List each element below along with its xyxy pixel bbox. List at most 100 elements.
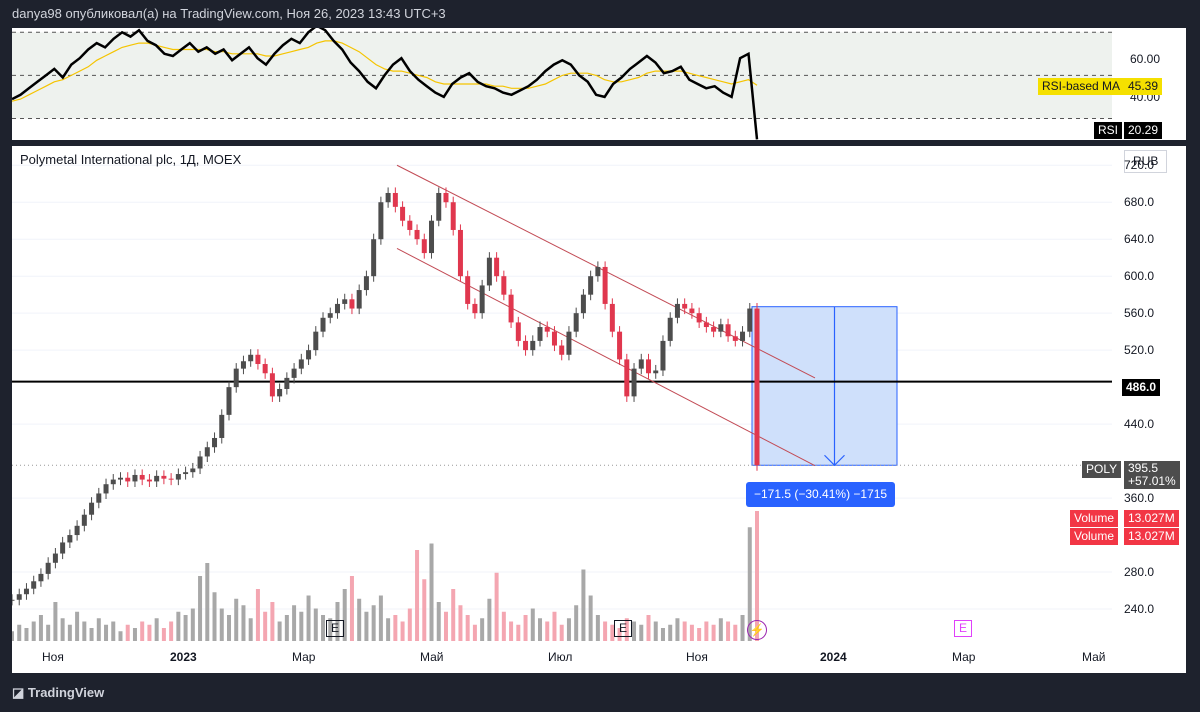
candle-body (363, 276, 369, 291)
volume-bar (581, 569, 586, 641)
candle-body (544, 327, 550, 332)
candle-body (240, 361, 246, 369)
last-price-badge: 395.5 +57.01% (1124, 461, 1180, 489)
dividend-icon[interactable]: ⚡ (747, 620, 767, 640)
candle-body (313, 331, 319, 351)
candle-body (740, 331, 746, 341)
volume-label: Volume (1070, 510, 1119, 527)
volume-bar (212, 592, 217, 641)
candle-body (696, 313, 702, 323)
candle-body (566, 331, 572, 355)
candle-body (667, 317, 673, 341)
volume-bar (183, 615, 188, 641)
candle-body (682, 303, 688, 309)
volume-bar (740, 615, 745, 641)
symbol-badge: POLY (1082, 461, 1122, 478)
candle-body (277, 388, 283, 397)
candle-body (703, 322, 709, 328)
candle-body (718, 324, 724, 332)
rsi-chart (12, 28, 1112, 140)
volume-bar (617, 628, 622, 641)
last-price: 395.5 (1128, 461, 1159, 475)
candle-body (580, 294, 586, 314)
candle-body (74, 525, 80, 536)
volume-bar (306, 595, 311, 641)
candle-body (349, 299, 355, 309)
candle-body (551, 331, 557, 346)
volume-bar (205, 563, 210, 641)
candle-body (110, 479, 116, 485)
volume-bar (704, 621, 709, 641)
candle-body (132, 474, 138, 482)
volume-bar (335, 602, 340, 641)
volume-bar (689, 624, 694, 641)
volume-bar (147, 624, 152, 641)
volume-bar (436, 602, 441, 641)
publisher-header: danya98 опубликовал(а) на TradingView.co… (12, 6, 446, 21)
price-y-tick: 560.0 (1124, 306, 1155, 321)
volume-bar (104, 624, 109, 641)
price-chart (12, 164, 1112, 641)
time-x-tick: Май (420, 650, 444, 664)
volume-bar (552, 611, 557, 641)
volume-bar (559, 624, 564, 641)
volume-bar (755, 511, 759, 641)
volume-bar (255, 589, 260, 641)
candle-body (269, 373, 275, 397)
volume-bar (523, 615, 528, 641)
candle-body (407, 220, 413, 230)
volume-bar (378, 595, 383, 641)
earnings-marker[interactable]: E (614, 620, 633, 637)
volume-bar (538, 618, 543, 641)
earnings-marker[interactable]: E (954, 620, 973, 637)
rsi-ma-label: RSI-based MA (1038, 78, 1125, 95)
candle-body (117, 477, 123, 480)
volume-bar (429, 543, 434, 641)
candle-body (146, 479, 152, 482)
candle-body (67, 535, 73, 543)
candle-body (342, 299, 348, 304)
candle-body (385, 192, 391, 203)
candle-body (23, 588, 29, 595)
candle-body (356, 290, 362, 309)
candle-body (96, 493, 102, 503)
candle-body (125, 477, 131, 482)
candle-body (60, 542, 66, 554)
volume-bar (161, 628, 166, 641)
price-y-tick: 640.0 (1124, 232, 1155, 247)
volume-bar (89, 628, 94, 641)
candle-body (450, 202, 456, 230)
change-percent: +57.01% (1128, 474, 1176, 488)
rsi-panel[interactable]: 60.00 40.00 RSI-based MA 45.39 RSI 20.29 (12, 28, 1186, 140)
price-y-tick: 600.0 (1124, 269, 1155, 284)
volume-bar (632, 621, 637, 641)
volume-bar (472, 624, 477, 641)
volume-bar (624, 618, 629, 641)
time-x-tick: 2023 (170, 650, 197, 664)
time-x-tick: Июл (548, 650, 573, 664)
volume-bar (545, 621, 550, 641)
rsi-line (12, 28, 759, 140)
candle-body (31, 581, 37, 589)
volume-bar (154, 618, 159, 641)
candle-body (494, 257, 500, 277)
earnings-marker[interactable]: E (326, 620, 345, 637)
volume-bar (198, 576, 203, 641)
volume-bar (451, 589, 456, 641)
candle-body (515, 322, 521, 341)
volume-bar (415, 550, 420, 641)
volume-bar (67, 624, 72, 641)
currency-button[interactable]: RUB (1124, 150, 1168, 173)
volume-bar (509, 621, 514, 641)
volume-bar (118, 631, 123, 641)
price-panel[interactable]: Polymetal International plc, 1Д, MOEX RU… (12, 146, 1186, 673)
volume-bar (190, 608, 195, 641)
candle-body (212, 437, 218, 448)
candle-body (631, 368, 637, 397)
volume-bar (132, 628, 137, 641)
rsi-ma-value: 45.39 (1124, 78, 1163, 95)
volume-bar (465, 615, 470, 641)
candle-body (573, 313, 579, 332)
price-y-tick: 520.0 (1124, 343, 1155, 358)
measure-label: −171.5 (−30.41%) −1715 (746, 482, 896, 507)
